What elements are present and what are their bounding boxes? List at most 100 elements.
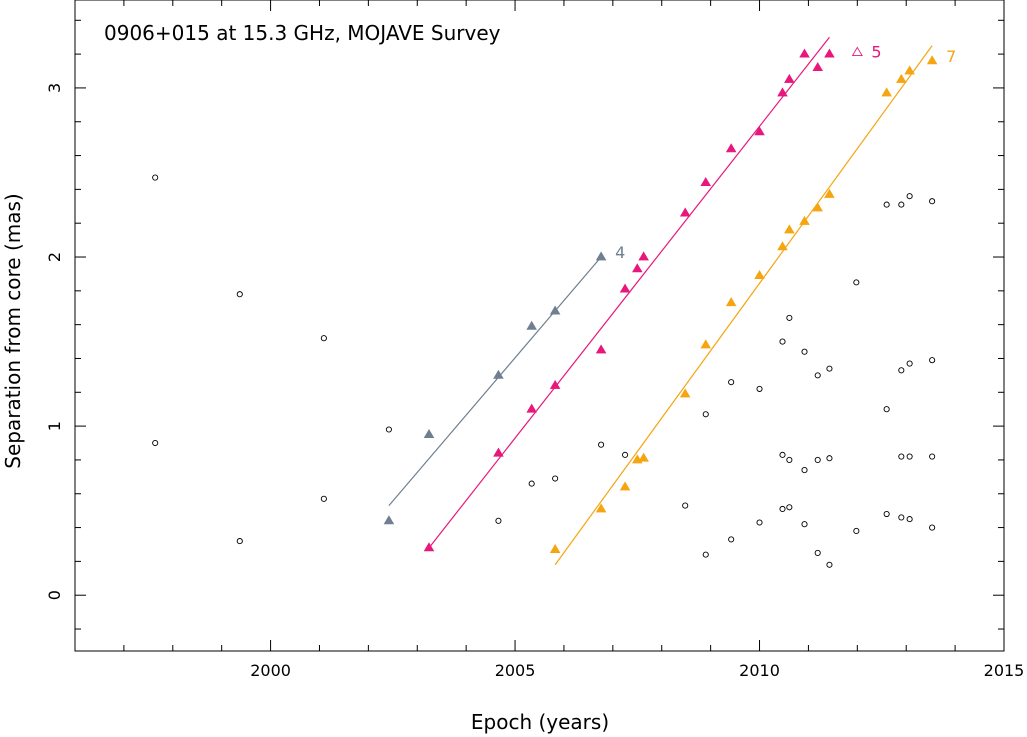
other-component-point [814, 549, 821, 556]
component-7-point [679, 388, 691, 398]
component-7-point [754, 270, 765, 280]
labels-layer: 4 5 7 [615, 42, 956, 262]
component-7-point [824, 188, 835, 198]
other-component-point [152, 439, 159, 447]
component-5-point [619, 283, 631, 293]
other-component-point [898, 367, 905, 374]
component-4-point [423, 428, 435, 438]
component-5-point [784, 73, 795, 83]
component-7-fit-line [554, 45, 933, 566]
component-5-point [824, 48, 835, 58]
component-4-fit-line [388, 256, 602, 506]
ticks-layer: 2000 2005 2010 2015 0 1 2 3 [45, 0, 1024, 680]
other-component-point [883, 510, 890, 518]
other-component-point [826, 561, 833, 568]
other-component-point [906, 453, 913, 460]
fit-lines-layer [388, 36, 933, 566]
component-7-point [619, 481, 631, 491]
other-component-point [320, 495, 327, 502]
component-7-point [812, 202, 823, 212]
other-component-point [528, 480, 535, 487]
component-7-point [725, 297, 737, 307]
other-component-point [929, 524, 936, 531]
other-component-point [236, 291, 243, 298]
component-4-label: 4 [615, 243, 625, 262]
component-7-point [881, 87, 892, 97]
component-5-point [423, 542, 435, 552]
other-component-point [853, 279, 860, 286]
other-component-point [779, 451, 786, 458]
component-5-point [799, 48, 810, 58]
component-4-point [493, 369, 504, 379]
chart-title: 0906+015 at 15.3 GHz, MOJAVE Survey [104, 21, 501, 45]
component-5-point [777, 87, 788, 97]
x-tick-label: 2015 [984, 661, 1025, 680]
component-5-point [493, 447, 504, 457]
other-component-point [728, 379, 735, 386]
other-component-point [702, 551, 709, 558]
component-7-point [799, 215, 810, 225]
component-4-point [526, 320, 537, 330]
other-component-point [622, 451, 629, 458]
other-component-point [826, 455, 833, 462]
other-component-point [702, 411, 709, 418]
other-component-point [929, 198, 936, 205]
other-component-point [598, 441, 605, 448]
component-5-label: 5 [871, 42, 881, 61]
other-component-point [898, 201, 905, 208]
component-7-point [926, 55, 938, 65]
y-tick-label: 1 [45, 421, 64, 431]
other-component-point [756, 385, 763, 392]
x-tick-label: 2000 [250, 661, 291, 680]
other-component-point [853, 527, 860, 534]
plot-frame [74, 0, 1005, 652]
other-component-point [682, 502, 689, 509]
component-4-point [383, 515, 395, 525]
other-component-point [906, 516, 913, 523]
component-7-point [896, 73, 907, 83]
other-component-point [152, 174, 159, 181]
component-4-point [595, 251, 607, 261]
other-component-point [801, 348, 808, 355]
other-component-point [898, 453, 905, 460]
other-component-point [814, 372, 821, 379]
other-component-point [779, 505, 786, 513]
other-component-point [552, 475, 559, 482]
other-component-point [236, 538, 243, 545]
y-axis-label: Separation from core (mas) [1, 193, 25, 468]
component-7-label: 7 [946, 47, 956, 66]
component-7-point [549, 543, 561, 553]
other-component-point [801, 467, 808, 474]
component-5-point [595, 344, 607, 354]
component-5-point [725, 143, 737, 153]
component-5-point [549, 379, 561, 389]
other-component-point [929, 357, 936, 364]
component-5-point [700, 177, 712, 187]
other-component-point [779, 338, 786, 345]
x-axis-label: Epoch (years) [471, 710, 609, 734]
component-5-open-point [851, 46, 863, 56]
component-7-point [777, 241, 788, 251]
points-layer [152, 46, 938, 568]
other-component-point [929, 453, 936, 460]
other-component-point [495, 517, 502, 524]
other-component-point [756, 519, 763, 526]
component-5-point [632, 263, 643, 273]
other-component-point [814, 456, 821, 463]
component-7-point [904, 65, 915, 75]
x-tick-label: 2005 [495, 661, 536, 680]
other-component-point [801, 521, 808, 528]
component-5-point [679, 207, 691, 217]
y-tick-label: 0 [45, 590, 64, 600]
other-component-point [385, 426, 392, 433]
component-7-point [784, 224, 795, 234]
component-7-point [638, 452, 649, 462]
x-tick-label: 2010 [739, 661, 780, 680]
y-tick-label: 3 [45, 83, 64, 93]
component-5-point [812, 62, 823, 72]
other-component-point [898, 514, 905, 521]
other-component-point [826, 365, 833, 372]
component-5-point [526, 403, 537, 413]
other-component-point [786, 504, 793, 511]
